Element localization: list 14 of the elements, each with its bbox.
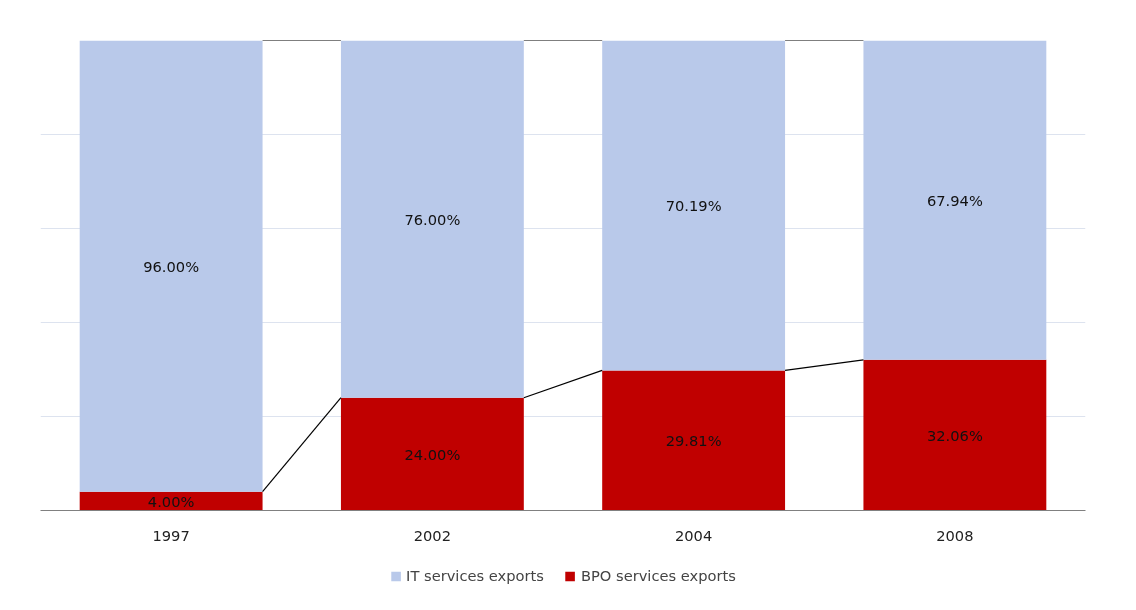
x-tick-label: 2004 bbox=[674, 526, 713, 544]
data-label: 70.19% bbox=[665, 196, 722, 214]
x-tick-label: 2002 bbox=[413, 526, 452, 544]
legend-label: IT services exports bbox=[406, 567, 544, 584]
data-label: 4.00% bbox=[147, 492, 195, 510]
x-tick-label: 2008 bbox=[936, 526, 974, 544]
x-tick-label: 1997 bbox=[152, 526, 190, 544]
data-label: 29.81% bbox=[665, 431, 722, 449]
data-label: 32.06% bbox=[926, 426, 983, 444]
data-label: 67.94% bbox=[926, 191, 983, 209]
data-label: 24.00% bbox=[404, 445, 461, 463]
legend-label: BPO services exports bbox=[580, 567, 736, 584]
data-label: 96.00% bbox=[143, 257, 200, 275]
data-label: 76.00% bbox=[404, 210, 461, 228]
